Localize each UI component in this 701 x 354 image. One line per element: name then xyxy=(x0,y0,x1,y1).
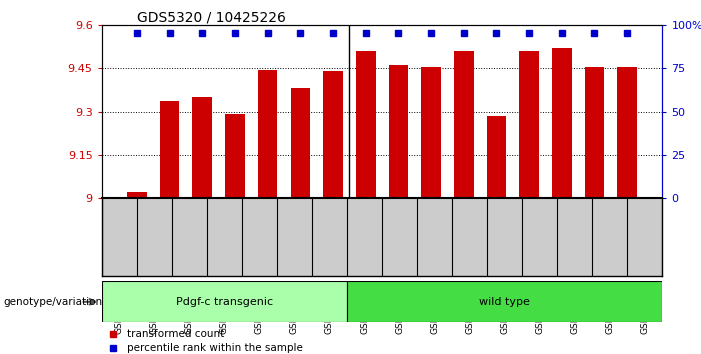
Bar xyxy=(552,48,571,198)
Text: Pdgf-c transgenic: Pdgf-c transgenic xyxy=(176,297,273,307)
Bar xyxy=(454,51,474,198)
Bar xyxy=(618,67,637,198)
Bar xyxy=(102,281,347,322)
Text: genotype/variation: genotype/variation xyxy=(4,297,102,307)
Bar xyxy=(347,281,662,322)
Bar xyxy=(421,67,441,198)
Bar xyxy=(388,65,408,198)
Text: wild type: wild type xyxy=(479,297,530,307)
Bar xyxy=(519,51,539,198)
Bar xyxy=(193,97,212,198)
Bar xyxy=(225,114,245,198)
Text: GDS5320 / 10425226: GDS5320 / 10425226 xyxy=(137,11,285,25)
Bar xyxy=(323,71,343,198)
Bar xyxy=(127,193,147,198)
Bar xyxy=(290,88,310,198)
Bar xyxy=(356,51,376,198)
Bar xyxy=(258,70,278,198)
Bar xyxy=(160,101,179,198)
Bar xyxy=(585,67,604,198)
Text: transformed count: transformed count xyxy=(127,330,224,339)
Bar xyxy=(486,116,506,198)
Text: percentile rank within the sample: percentile rank within the sample xyxy=(127,343,303,353)
